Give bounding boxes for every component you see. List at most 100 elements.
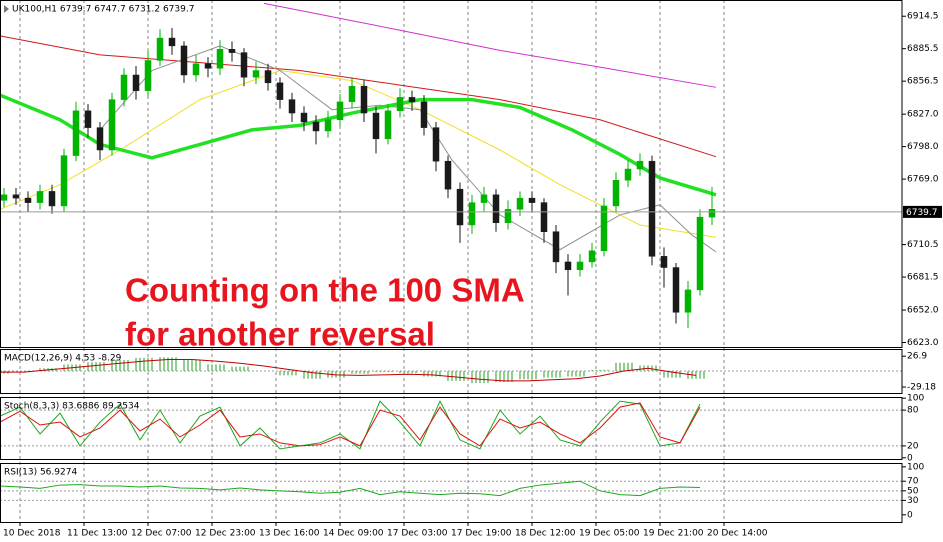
x-tick-label: 19 Dec 05:00	[579, 529, 640, 539]
candle-body	[108, 99, 116, 151]
y-tick-label: 100	[907, 462, 924, 472]
last-price-box	[903, 205, 942, 218]
panel-title: MACD(12,26,9) 4.53 -8.29	[4, 354, 122, 364]
candle-body	[408, 97, 416, 103]
candle-body	[60, 155, 68, 207]
candle-body	[264, 70, 272, 84]
candle-body	[660, 256, 668, 268]
y-tick-label: 6652.0	[907, 306, 939, 316]
candle-body	[384, 110, 392, 140]
candle-body	[588, 250, 596, 263]
candle-body	[684, 289, 692, 313]
macd-signal-line	[0, 358, 697, 382]
candle-body	[288, 99, 296, 114]
candle-body	[216, 49, 224, 69]
candle-body	[228, 49, 236, 53]
x-tick-label: 20 Dec 14:00	[707, 529, 768, 539]
x-tick-label: 14 Dec 09:00	[323, 529, 384, 539]
y-tick-label: 6827.0	[907, 110, 939, 120]
candle-body	[312, 121, 320, 132]
candle-body	[276, 82, 284, 100]
panel-frame	[0, 349, 903, 394]
y-tick-label: 6710.5	[907, 240, 939, 250]
candle-body	[396, 97, 404, 112]
y-tick-label: -29.18	[907, 383, 936, 393]
candle-body	[468, 202, 476, 226]
candle-body	[48, 191, 56, 207]
panel-title: RSI(13) 56.9274	[4, 468, 77, 478]
y-tick-label: 80	[907, 406, 919, 416]
candle-body	[516, 197, 524, 210]
candle-body	[672, 267, 680, 313]
candle-body	[144, 60, 152, 91]
y-tick-label: 6769.0	[907, 175, 939, 185]
candle-body	[324, 119, 332, 132]
y-tick-label: 0	[907, 510, 913, 520]
moving-average	[263, 2, 717, 88]
x-tick-label: 17 Dec 19:00	[451, 529, 512, 539]
y-tick-label: 6914.5	[907, 12, 939, 22]
candle-body	[480, 194, 488, 203]
x-tick-label: 13 Dec 16:00	[259, 529, 320, 539]
x-tick-label: 10 Dec 2018	[3, 529, 61, 539]
candle-body	[444, 160, 452, 190]
candle-body	[300, 112, 308, 123]
annotation: Counting on the 100 SMA	[125, 272, 525, 309]
moving-average	[0, 93, 717, 197]
candle-body	[96, 127, 104, 151]
candle-body	[708, 209, 716, 218]
x-tick-label: 11 Dec 13:00	[67, 529, 128, 539]
moving-average	[0, 35, 717, 158]
candle-body	[120, 74, 128, 100]
candle-body	[192, 63, 200, 76]
x-tick-label: 12 Dec 07:00	[131, 529, 192, 539]
candle-body	[552, 231, 560, 263]
y-tick-label: 6856.5	[907, 77, 939, 87]
candle-body	[456, 188, 464, 226]
y-tick-label: 0	[907, 453, 913, 463]
panel-frame	[0, 463, 903, 523]
candle-body	[84, 110, 92, 128]
candle-body	[612, 179, 620, 207]
candle-body	[12, 194, 20, 199]
y-tick-label: 6885.5	[907, 44, 939, 54]
x-tick-label: 19 Dec 21:00	[643, 529, 704, 539]
candle-body	[432, 127, 440, 162]
candle-body	[204, 63, 212, 69]
candle-body	[576, 261, 584, 271]
panel-title: UK100,H1 6739.7 6747.7 6731.2 6739.7	[12, 5, 194, 15]
candle-body	[0, 194, 8, 201]
panel-frame	[0, 0, 903, 348]
candle-body	[372, 112, 380, 140]
candle-body	[252, 70, 260, 78]
x-tick-label: 12 Dec 23:00	[195, 529, 256, 539]
candle-body	[492, 194, 500, 224]
candle-body	[24, 197, 32, 203]
candle-body	[240, 52, 248, 78]
candle-body	[624, 168, 632, 181]
candle-body	[132, 74, 140, 91]
indicator-line	[0, 402, 701, 447]
y-tick-label: 6798.0	[907, 142, 939, 152]
symbol-icon	[4, 5, 9, 13]
candle-body	[180, 45, 188, 76]
candle-body	[504, 209, 512, 224]
candle-body	[36, 191, 44, 203]
candle-body	[648, 160, 656, 257]
indicator-line	[0, 480, 701, 497]
last-price-label: 6739.7	[906, 208, 938, 218]
candle-body	[420, 101, 428, 128]
x-tick-label: 18 Dec 12:00	[515, 529, 576, 539]
candle-body	[696, 216, 704, 291]
panel-frame	[0, 397, 903, 460]
y-tick-label: 20	[907, 441, 919, 451]
candle-body	[168, 37, 176, 47]
candle-body	[600, 205, 608, 251]
y-tick-label: 50	[907, 486, 919, 496]
y-tick-label: 6623.0	[907, 338, 939, 348]
y-tick-label: 30	[907, 496, 919, 506]
